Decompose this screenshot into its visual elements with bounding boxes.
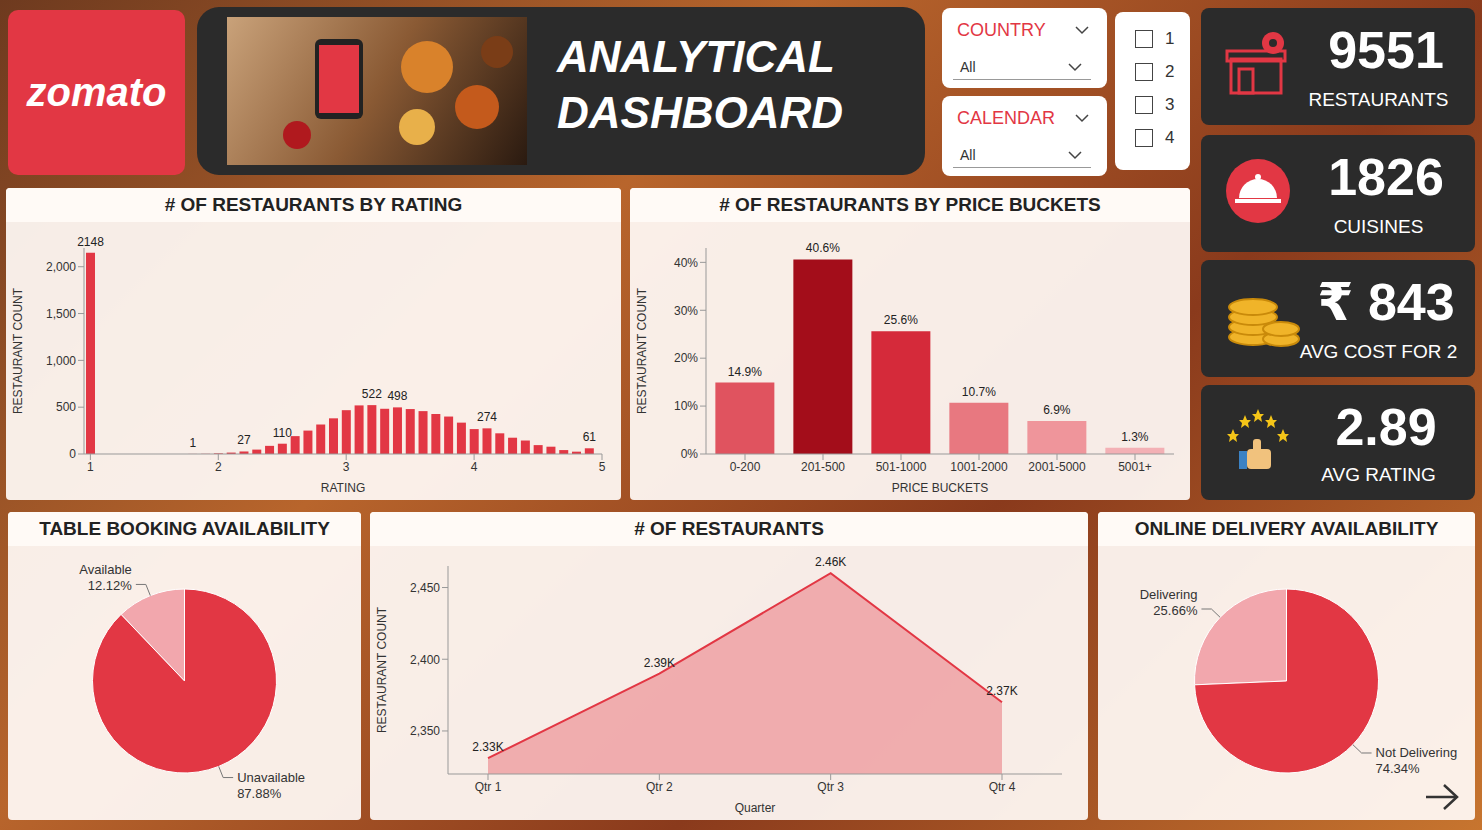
- svg-text:2.37K: 2.37K: [986, 684, 1017, 698]
- svg-text:RESTAURANT COUNT: RESTAURANT COUNT: [11, 287, 25, 414]
- svg-text:2,450: 2,450: [410, 581, 440, 595]
- html-text:1: 1: [1165, 29, 1175, 48]
- html-text:# OF RESTAURANTS BY RATING: # OF RESTAURANTS BY RATING: [164, 194, 463, 215]
- svg-text:30%: 30%: [674, 304, 698, 318]
- svg-text:2,400: 2,400: [410, 653, 440, 667]
- svg-text:2148: 2148: [77, 235, 104, 249]
- html-text:CUISINES: CUISINES: [1333, 216, 1424, 237]
- html-text:All: All: [960, 59, 976, 75]
- html-text:AVG COST FOR 2: AVG COST FOR 2: [1299, 341, 1458, 362]
- html-text:DASHBOARD: DASHBOARD: [557, 88, 843, 137]
- svg-text:10%: 10%: [674, 399, 698, 413]
- html-text:1826: 1826: [1328, 148, 1444, 206]
- svg-text:Available12.12%: Available12.12%: [79, 562, 132, 593]
- svg-text:2.39K: 2.39K: [644, 656, 675, 670]
- svg-text:Qtr 3: Qtr 3: [817, 780, 844, 794]
- svg-text:61: 61: [583, 430, 597, 444]
- svg-text:110: 110: [273, 426, 292, 440]
- svg-text:RESTAURANT COUNT: RESTAURANT COUNT: [635, 287, 649, 414]
- html-text:3: 3: [1165, 95, 1175, 114]
- svg-text:274: 274: [477, 410, 497, 424]
- html-text:RESTAURANTS: RESTAURANTS: [1308, 89, 1449, 110]
- svg-text:2.33K: 2.33K: [472, 740, 503, 754]
- svg-text:10.7%: 10.7%: [962, 385, 996, 399]
- svg-text:Qtr 4: Qtr 4: [989, 780, 1016, 794]
- svg-text:40%: 40%: [674, 256, 698, 270]
- html-text:ANALYTICAL: ANALYTICAL: [557, 32, 835, 81]
- svg-text:5001+: 5001+: [1118, 460, 1152, 474]
- svg-text:501-1000: 501-1000: [876, 460, 927, 474]
- svg-text:1: 1: [189, 436, 196, 450]
- svg-text:0-200: 0-200: [730, 460, 761, 474]
- svg-text:2,000: 2,000: [46, 260, 76, 274]
- svg-text:1001-2000: 1001-2000: [950, 460, 1008, 474]
- html-text:# OF RESTAURANTS BY PRICE BUCK: # OF RESTAURANTS BY PRICE BUCKETS: [719, 194, 1101, 215]
- html-text:# OF RESTAURANTS: # OF RESTAURANTS: [634, 518, 824, 539]
- svg-text:Quarter: Quarter: [735, 801, 776, 815]
- svg-text:522: 522: [362, 387, 382, 401]
- svg-text:6.9%: 6.9%: [1043, 403, 1071, 417]
- html-text:₹ 843: ₹ 843: [1317, 273, 1455, 331]
- svg-text:Qtr 1: Qtr 1: [475, 780, 502, 794]
- html-text:All: All: [960, 147, 976, 163]
- svg-text:Delivering25.66%: Delivering25.66%: [1140, 587, 1198, 618]
- svg-text:20%: 20%: [674, 351, 698, 365]
- svg-text:1.3%: 1.3%: [1121, 430, 1149, 444]
- svg-text:Qtr 2: Qtr 2: [646, 780, 673, 794]
- html-text:4: 4: [1165, 128, 1175, 147]
- svg-text:0: 0: [69, 447, 76, 461]
- html-text:AVG RATING: AVG RATING: [1321, 464, 1436, 485]
- svg-text:1,500: 1,500: [46, 307, 76, 321]
- svg-text:RESTAURANT COUNT: RESTAURANT COUNT: [375, 606, 389, 733]
- svg-text:Not Delivering74.34%: Not Delivering74.34%: [1376, 745, 1458, 776]
- svg-text:1: 1: [87, 460, 94, 474]
- svg-text:1,000: 1,000: [46, 354, 76, 368]
- html-text:9551: 9551: [1328, 21, 1444, 79]
- svg-text:498: 498: [387, 389, 407, 403]
- svg-text:2.46K: 2.46K: [815, 555, 846, 569]
- svg-text:0%: 0%: [681, 447, 699, 461]
- svg-text:25.6%: 25.6%: [884, 313, 918, 327]
- svg-text:4: 4: [471, 460, 478, 474]
- svg-text:201-500: 201-500: [801, 460, 845, 474]
- svg-text:3: 3: [343, 460, 350, 474]
- svg-text:40.6%: 40.6%: [806, 241, 840, 255]
- svg-text:2: 2: [215, 460, 222, 474]
- html-text:2.89: 2.89: [1335, 398, 1437, 456]
- svg-text:RATING: RATING: [321, 481, 365, 495]
- html-text:TABLE BOOKING AVAILABILITY: TABLE BOOKING AVAILABILITY: [39, 518, 330, 539]
- svg-text:5: 5: [599, 460, 606, 474]
- html-text:zomato: zomato: [26, 70, 167, 114]
- html-text:CALENDAR: CALENDAR: [957, 108, 1055, 128]
- svg-text:2001-5000: 2001-5000: [1028, 460, 1086, 474]
- svg-text:PRICE BUCKETS: PRICE BUCKETS: [892, 481, 989, 495]
- html-text:2: 2: [1165, 62, 1175, 81]
- html-text:COUNTRY: COUNTRY: [957, 20, 1046, 40]
- html-text:ONLINE DELIVERY AVAILABILITY: ONLINE DELIVERY AVAILABILITY: [1134, 518, 1439, 539]
- svg-text:500: 500: [56, 400, 76, 414]
- svg-text:2,350: 2,350: [410, 724, 440, 738]
- svg-text:27: 27: [237, 433, 251, 447]
- svg-text:Unavailable87.88%: Unavailable87.88%: [237, 770, 305, 801]
- svg-text:14.9%: 14.9%: [728, 365, 762, 379]
